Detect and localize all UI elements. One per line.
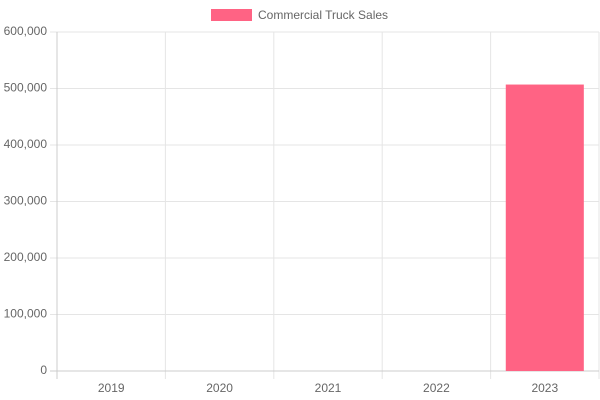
y-tick-label: 100,000 [4, 307, 48, 321]
x-tick-label: 2021 [315, 381, 342, 395]
y-tick-label: 0 [40, 363, 47, 377]
bar [505, 84, 584, 372]
x-tick-label: 2020 [206, 381, 233, 395]
legend-swatch [211, 9, 252, 21]
x-tick-label: 2019 [98, 381, 125, 395]
x-tick-label: 2022 [423, 381, 450, 395]
x-tick-label: 2023 [531, 381, 558, 395]
y-tick-label: 500,000 [4, 81, 48, 95]
y-tick-label: 200,000 [4, 250, 48, 264]
y-tick-label: 400,000 [4, 137, 48, 151]
legend-label: Commercial Truck Sales [258, 8, 388, 22]
y-tick-label: 600,000 [4, 24, 48, 38]
y-tick-label: 300,000 [4, 194, 48, 208]
